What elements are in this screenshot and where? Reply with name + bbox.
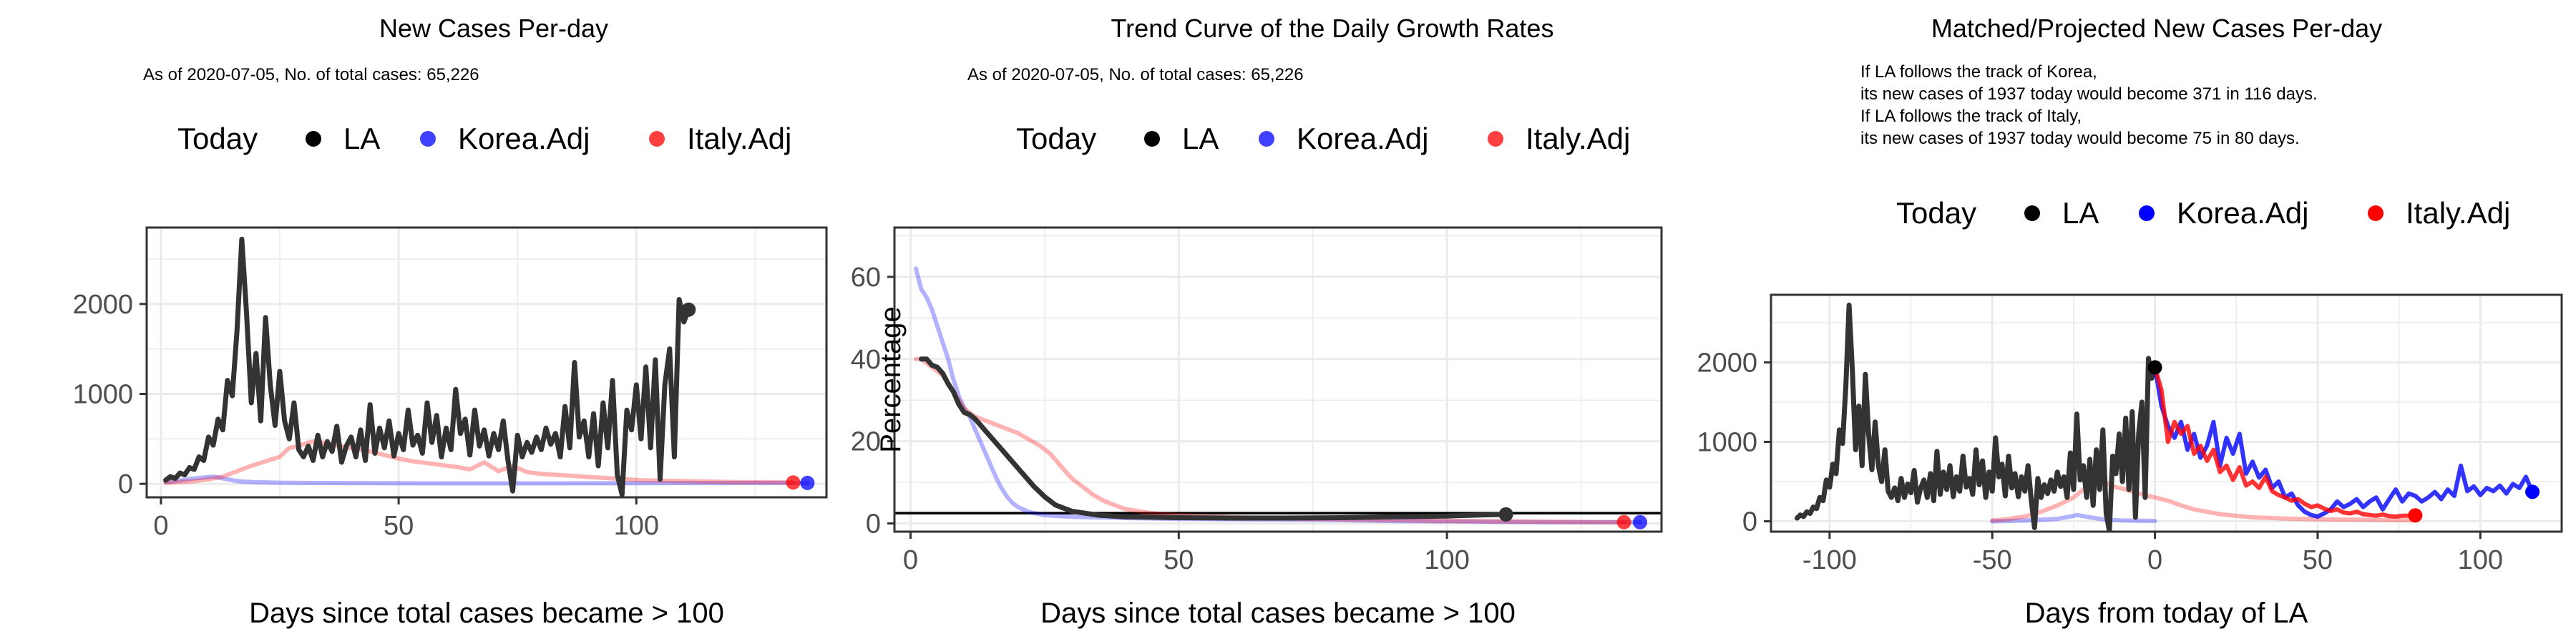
legend-key-la [2024,205,2040,221]
chart-panel-1: New Cases Per-day As of 2020-07-05, No. o… [72,14,828,629]
legend-title: Today [1016,122,1096,155]
chart-subtitle: its new cases of 1937 today would become… [1860,84,2318,104]
chart-subtitle: its new cases of 1937 today would become… [1860,129,2300,148]
x-tick-label: 100 [1424,545,1469,575]
legend: Today LA Korea.Adj Italy.Adj [177,122,791,155]
x-axis-label: Days since total cases became > 100 [1040,597,1516,629]
legend-label-italy-adj: Italy.Adj [2406,196,2510,230]
x-axis-label: Days since total cases became > 100 [249,597,724,629]
today-point-la [681,302,696,317]
chart-title: Trend Curve of the Daily Growth Rates [1111,14,1554,43]
series-line-italy-adj [2152,365,2418,519]
today-point-italy-adj [1616,514,1631,530]
x-tick-label: 100 [614,511,659,541]
chart-title: Matched/Projected New Cases Per-day [1931,14,2382,43]
x-tick-label: 0 [153,511,168,541]
x-axis-label: Days from today of LA [2025,597,2308,629]
chart-panel-2: Trend Curve of the Daily Growth Rates As … [851,14,1663,629]
series-line-korea-adj-faded [914,266,1642,525]
legend-key-italy-adj [1488,131,1503,147]
legend-label-korea-adj: Korea.Adj [2177,196,2308,230]
y-tick-label: 0 [118,469,133,499]
series-line-la [163,236,691,497]
chart-subtitle: If LA follows the track of Korea, [1860,62,2097,82]
legend: Today LA Korea.Adj Italy.Adj [1896,196,2510,230]
today-point-italy-adj [786,475,801,490]
plot-area [894,228,1662,532]
series-line-italy-adj-faded [1990,481,2418,523]
series-line-la [919,356,1509,521]
plot-border [893,226,1663,533]
x-tick-label: 50 [1163,545,1194,575]
x-tick-label: -50 [1973,545,2012,575]
today-point-korea-adj [2525,484,2540,499]
series-line-italy-adj-faded [163,438,796,485]
chart-subtitle: As of 2020-07-05, No. of total cases: 65… [143,65,479,84]
y-tick-label: 0 [1742,507,1757,537]
today-point-italy-adj [2408,508,2423,523]
chart-subtitle: As of 2020-07-05, No. of total cases: 65… [967,65,1304,84]
legend-label-italy-adj: Italy.Adj [1526,122,1630,155]
today-point-la [1498,507,1513,522]
legend-label-la: LA [343,122,380,155]
series-lines [1794,302,2535,532]
plot-border [145,226,828,499]
y-tick-label: 1000 [1697,427,1757,457]
legend-key-korea-adj [1259,131,1274,147]
y-tick-label: 20 [851,427,881,457]
legend-title: Today [1896,196,1976,230]
y-tick-label: 1000 [72,379,133,409]
chart-subtitle: If LA follows the track of Italy, [1860,107,2082,126]
series-lines [163,236,810,497]
series-line-korea-adj [2152,365,2535,519]
x-tick-label: 50 [384,511,414,541]
x-tick-label: 100 [2458,545,2503,575]
chart-panel-3: Matched/Projected New Cases Per-day If LA… [1697,14,2563,629]
y-tick-label: 40 [851,345,881,375]
legend-key-la [306,131,321,147]
x-tick-label: 50 [2303,545,2333,575]
series-line-la [1794,302,2158,532]
legend-title: Today [177,122,258,155]
plot-border [1770,293,2563,533]
legend-key-korea-adj [2139,205,2155,221]
legend-label-la: LA [2062,196,2099,230]
legend-key-la [1144,131,1160,147]
today-point-la [2147,360,2162,375]
legend-label-korea-adj: Korea.Adj [458,122,590,155]
chart-title: New Cases Per-day [379,14,608,43]
y-tick-label: 60 [851,263,881,293]
series-line-korea-adj-faded [163,474,810,486]
y-tick-label: 2000 [72,290,133,320]
legend-key-italy-adj [649,131,665,147]
y-tick-label: 2000 [1697,348,1757,378]
x-tick-label: 0 [903,545,918,575]
y-tick-label: 0 [866,509,881,540]
legend: Today LA Korea.Adj Italy.Adj [1016,122,1630,155]
grid [894,228,1662,532]
legend-key-italy-adj [2368,205,2384,221]
series-lines [914,266,1642,525]
legend-label-italy-adj: Italy.Adj [687,122,791,155]
y-axis-label: Percentage [875,306,907,453]
x-tick-label: 0 [2147,545,2162,575]
legend-label-la: LA [1182,122,1219,155]
today-point-korea-adj [1633,514,1648,530]
today-point-korea-adj [800,475,815,490]
legend-key-korea-adj [420,131,436,147]
legend-label-korea-adj: Korea.Adj [1297,122,1428,155]
x-tick-label: -100 [1802,545,1857,575]
